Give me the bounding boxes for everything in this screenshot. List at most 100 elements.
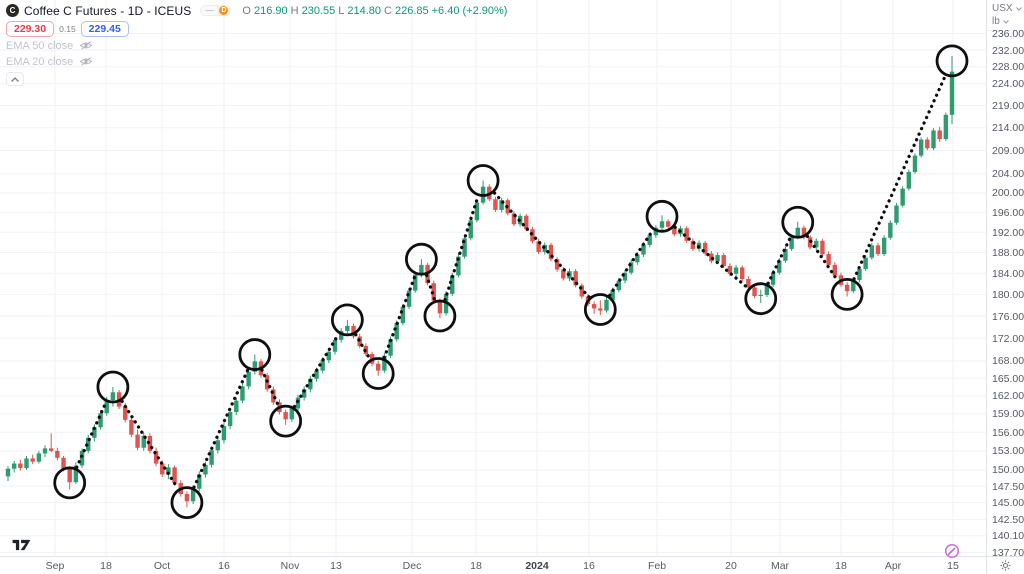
candle-body bbox=[635, 254, 640, 263]
candle-body bbox=[733, 267, 739, 274]
indicator-row-ema50[interactable]: EMA 50 close bbox=[6, 39, 507, 52]
pivot-circle[interactable] bbox=[781, 205, 815, 239]
unit-currency-selector[interactable]: USX bbox=[992, 2, 1024, 15]
open-value: 216.90 bbox=[253, 4, 288, 17]
price-axis[interactable]: USX lb 236.00 232.00 228.00 224.00 219.00 214… bbox=[986, 0, 1024, 559]
candle-body bbox=[746, 278, 751, 288]
candle-body bbox=[221, 426, 227, 441]
pivot-circle[interactable] bbox=[583, 293, 617, 326]
pivot-circle[interactable] bbox=[96, 370, 130, 404]
price-chart-canvas[interactable] bbox=[0, 0, 986, 556]
pivot-circle[interactable] bbox=[423, 299, 457, 333]
candle-body bbox=[820, 240, 825, 255]
buy-button[interactable]: 229.45 bbox=[80, 20, 129, 37]
candle-body bbox=[869, 245, 874, 258]
price-axis-units: USX lb bbox=[987, 0, 1024, 31]
candle-body bbox=[641, 244, 646, 255]
pivot-circle[interactable] bbox=[361, 357, 395, 390]
candle-body bbox=[826, 254, 831, 265]
time-axis-label: Dec bbox=[402, 560, 422, 572]
high-value: 230.55 bbox=[301, 4, 336, 17]
indicator-row-ema20[interactable]: EMA 20 close bbox=[6, 55, 507, 68]
candle-body bbox=[906, 171, 912, 189]
zigzag-segment bbox=[260, 368, 281, 408]
eye-hidden-icon[interactable] bbox=[79, 56, 93, 67]
gear-icon[interactable] bbox=[1000, 560, 1011, 571]
symbol-title[interactable]: Coffee C Futures - 1D - ICEUS bbox=[24, 3, 192, 18]
candle-body bbox=[628, 262, 634, 273]
zigzag-segment bbox=[425, 273, 437, 302]
time-axis-label: 13 bbox=[330, 560, 342, 572]
price-axis-label: 145.00 bbox=[992, 497, 1024, 510]
candle-body bbox=[437, 300, 443, 314]
candle-body bbox=[400, 306, 406, 324]
pivot-circle[interactable] bbox=[466, 164, 500, 197]
price-axis-label: 153.00 bbox=[992, 445, 1024, 458]
high-label: H bbox=[290, 4, 299, 17]
eye-hidden-icon[interactable] bbox=[79, 40, 93, 51]
collapse-legend-button[interactable] bbox=[6, 72, 24, 86]
time-axis-label: 16 bbox=[218, 560, 230, 572]
pivot-circle[interactable] bbox=[238, 338, 272, 371]
candle-body bbox=[376, 363, 381, 371]
candle-body bbox=[147, 435, 153, 451]
candle-body bbox=[610, 290, 615, 300]
sell-button[interactable]: 229.30 bbox=[6, 20, 55, 37]
candle-body bbox=[141, 435, 146, 448]
time-axis[interactable]: Sep 18 Oct 16 Nov 13 Dec 18 2024 16 Feb 20 Mar 18 Apr 1… bbox=[0, 556, 986, 574]
candle-body bbox=[160, 463, 165, 475]
candle-body bbox=[338, 330, 344, 340]
price-axis-label: 137.70 bbox=[992, 546, 1024, 559]
price-axis-label: 168.00 bbox=[992, 355, 1024, 368]
candle-body bbox=[925, 139, 930, 149]
candle-body bbox=[659, 221, 665, 228]
price-axis-label: 140.10 bbox=[992, 530, 1024, 543]
price-axis-label: 236.00 bbox=[992, 28, 1024, 41]
price-axis-label: 162.00 bbox=[992, 390, 1024, 403]
pivot-circle[interactable] bbox=[935, 44, 969, 78]
candle-body bbox=[863, 257, 868, 270]
drawing-tool-badge[interactable] bbox=[944, 543, 960, 564]
candle-body bbox=[203, 464, 208, 475]
candle-body bbox=[351, 325, 356, 337]
candle-body bbox=[240, 386, 245, 401]
time-axis-label: 20 bbox=[725, 560, 737, 572]
candle-body bbox=[499, 200, 504, 210]
candle-body bbox=[881, 237, 887, 255]
candle-body bbox=[554, 259, 560, 270]
candle-body bbox=[770, 272, 776, 285]
minimize-dash-icon: — bbox=[205, 6, 214, 15]
chevron-down-icon bbox=[1002, 19, 1009, 24]
candle-body bbox=[857, 269, 862, 281]
pivot-circle[interactable] bbox=[170, 486, 204, 520]
price-axis-label: 165.00 bbox=[992, 372, 1024, 385]
candle-body bbox=[573, 271, 578, 286]
candle-body bbox=[622, 272, 628, 281]
candle-body bbox=[345, 325, 350, 331]
candle-body bbox=[918, 139, 924, 156]
candle-body bbox=[511, 213, 517, 225]
axis-settings-corner[interactable] bbox=[986, 556, 1024, 574]
pivot-circle[interactable] bbox=[830, 277, 864, 311]
pivot-circle[interactable] bbox=[330, 303, 364, 337]
candle-body bbox=[30, 458, 35, 462]
ema50-label: EMA 50 close bbox=[6, 39, 74, 52]
candle-body bbox=[61, 457, 66, 469]
zigzag-segment bbox=[120, 399, 180, 490]
candle-body bbox=[234, 400, 239, 413]
pivot-circle[interactable] bbox=[404, 242, 438, 276]
pivot-circle[interactable] bbox=[53, 466, 87, 500]
chevron-down-icon bbox=[1015, 6, 1022, 11]
candle-body bbox=[875, 245, 881, 255]
tradingview-logo[interactable] bbox=[9, 537, 35, 557]
price-axis-label: 156.00 bbox=[992, 426, 1024, 439]
pivot-circle[interactable] bbox=[744, 282, 778, 316]
unit-currency-label: USX bbox=[992, 3, 1013, 14]
pivot-circle[interactable] bbox=[269, 404, 303, 438]
pivot-circle[interactable] bbox=[645, 199, 679, 233]
unit-weight-selector[interactable]: lb bbox=[992, 15, 1024, 28]
market-status-badge[interactable]: — D bbox=[200, 5, 232, 16]
change-value: +6.40 (+2.90%) bbox=[431, 4, 508, 17]
candle-body bbox=[320, 360, 325, 371]
